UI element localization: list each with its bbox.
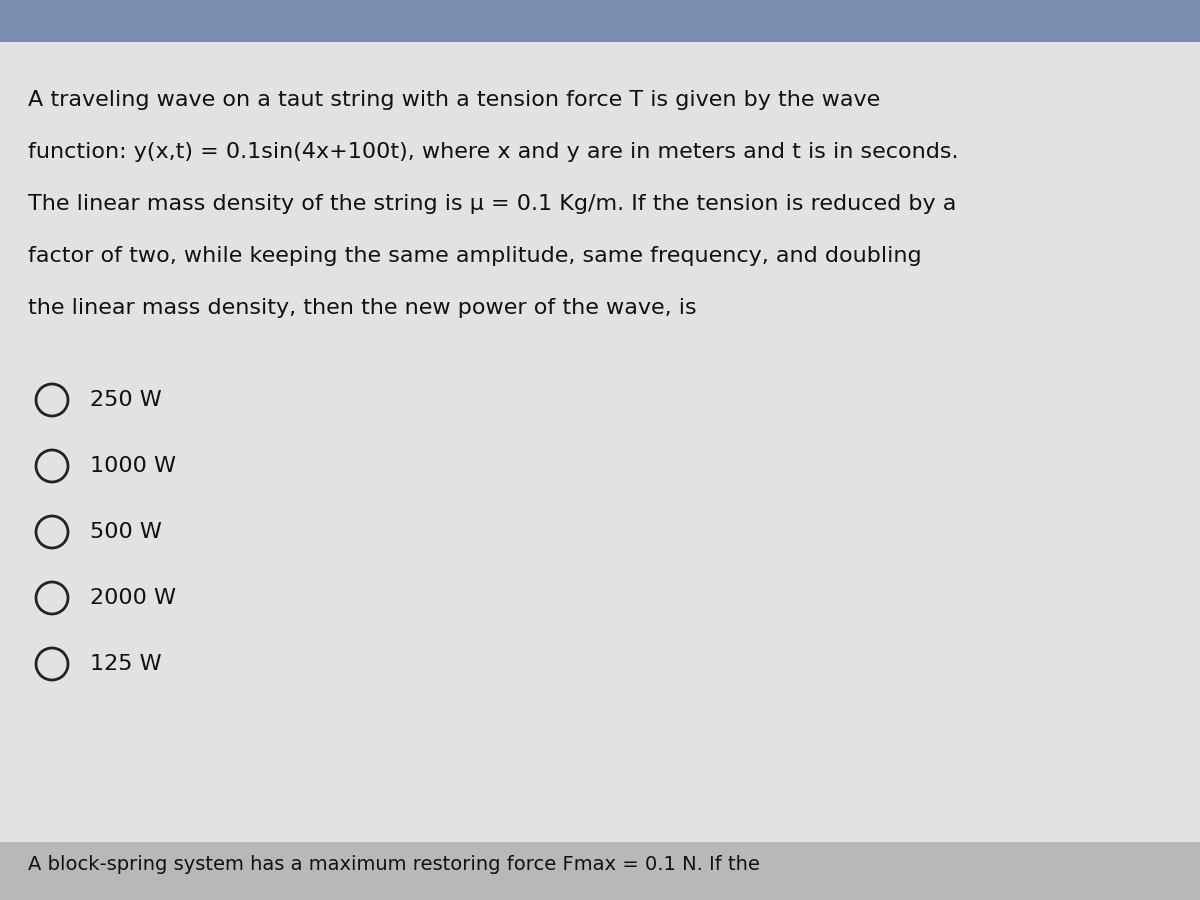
Text: A traveling wave on a taut string with a tension force T is given by the wave: A traveling wave on a taut string with a… [28,90,881,110]
Text: the linear mass density, then the new power of the wave, is: the linear mass density, then the new po… [28,298,697,318]
Bar [0,842,1200,900]
Text: 250 W: 250 W [90,390,162,410]
Text: 1000 W: 1000 W [90,456,176,476]
Bar [0,0,1200,42]
Text: The linear mass density of the string is μ = 0.1 Kg/m. If the tension is reduced: The linear mass density of the string is… [28,194,956,214]
Text: 500 W: 500 W [90,522,162,542]
Bar [0,42,1200,842]
Text: 125 W: 125 W [90,654,162,674]
Text: factor of two, while keeping the same amplitude, same frequency, and doubling: factor of two, while keeping the same am… [28,246,922,266]
Text: function: y(x,t) = 0.1sin(4x+100t), where x and y are in meters and t is in seco: function: y(x,t) = 0.1sin(4x+100t), wher… [28,142,959,162]
Text: A block-spring system has a maximum restoring force Fmax = 0.1 N. If the: A block-spring system has a maximum rest… [28,855,760,874]
Text: 2000 W: 2000 W [90,588,176,608]
